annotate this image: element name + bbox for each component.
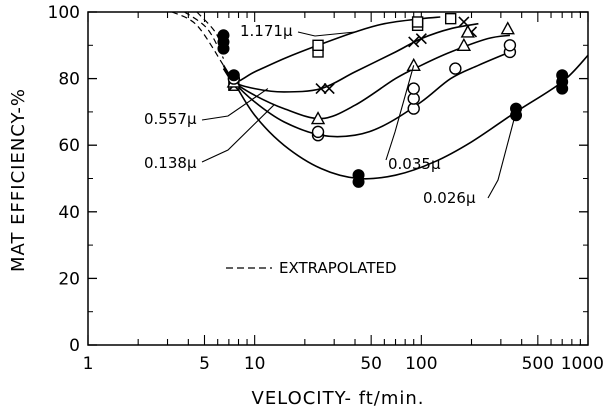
marker-x <box>315 83 327 95</box>
marker-square <box>411 16 424 28</box>
marker-triangle <box>456 37 472 51</box>
marker-open-circle <box>503 39 517 52</box>
x-axis-title: VELOCITY- ft/min. <box>252 388 425 409</box>
series-labels: 1.171μ 0.557μ 0.138μ 0.035μ 0.026μ <box>144 22 517 207</box>
extrapolated-curve <box>171 11 224 66</box>
marker-filled-circle <box>352 169 365 182</box>
data-markers <box>217 12 569 188</box>
y-tick-label: 0 <box>69 336 80 356</box>
series-label: 0.026μ <box>423 189 476 207</box>
x-tick-label: 500 <box>522 354 554 374</box>
series-label-leader <box>297 31 356 37</box>
series-label-leader <box>201 104 275 163</box>
marker-triangle <box>406 57 421 71</box>
series-label: 0.035μ <box>388 155 441 173</box>
x-tick-label: 1000 <box>561 354 604 374</box>
y-axis-ticks: 0 20 40 60 80 100 <box>48 3 588 356</box>
marker-square <box>444 12 457 25</box>
marker-open-circle <box>407 82 420 95</box>
series-label-leader <box>385 65 415 161</box>
series-label: 0.557μ <box>144 110 197 128</box>
y-tick-label: 100 <box>48 3 80 23</box>
series-label: 1.171μ <box>240 22 293 40</box>
x-axis-ticks: 1 5 10 50 100 500 1000 <box>83 12 604 374</box>
marker-triangle <box>310 111 326 125</box>
marker-triangle <box>460 24 475 38</box>
marker-square <box>312 39 324 51</box>
legend: EXTRAPOLATED <box>226 259 397 277</box>
marker-x <box>408 36 420 48</box>
legend-label: EXTRAPOLATED <box>279 259 397 277</box>
y-tick-label: 40 <box>58 203 80 223</box>
plot-frame <box>87 11 589 346</box>
x-tick-label: 50 <box>360 354 382 374</box>
x-tick-label: 1 <box>83 354 94 374</box>
marker-x <box>323 83 335 95</box>
x-tick-label: 100 <box>405 354 437 374</box>
series-curve <box>222 22 479 93</box>
marker-open-circle <box>311 125 325 139</box>
marker-open-circle <box>449 62 462 75</box>
marker-triangle <box>500 21 515 35</box>
x-tick-label: 5 <box>199 354 210 374</box>
marker-x <box>458 16 470 28</box>
y-tick-label: 60 <box>58 136 80 156</box>
series-label-leader <box>201 88 269 121</box>
marker-filled-circle <box>556 69 569 82</box>
series-label-leader <box>487 111 517 199</box>
marker-x <box>415 33 427 45</box>
extrapolated-curves <box>171 11 225 66</box>
series-curve <box>222 51 511 138</box>
y-tick-label: 20 <box>58 269 80 289</box>
marker-filled-circle <box>227 69 240 82</box>
series-label: 0.138μ <box>144 154 197 172</box>
y-axis-title: MAT EFFICIENCY-% <box>8 88 29 272</box>
marker-filled-circle <box>217 29 230 42</box>
x-tick-label: 10 <box>244 354 266 374</box>
marker-filled-circle <box>510 102 523 115</box>
y-tick-label: 80 <box>58 70 80 90</box>
